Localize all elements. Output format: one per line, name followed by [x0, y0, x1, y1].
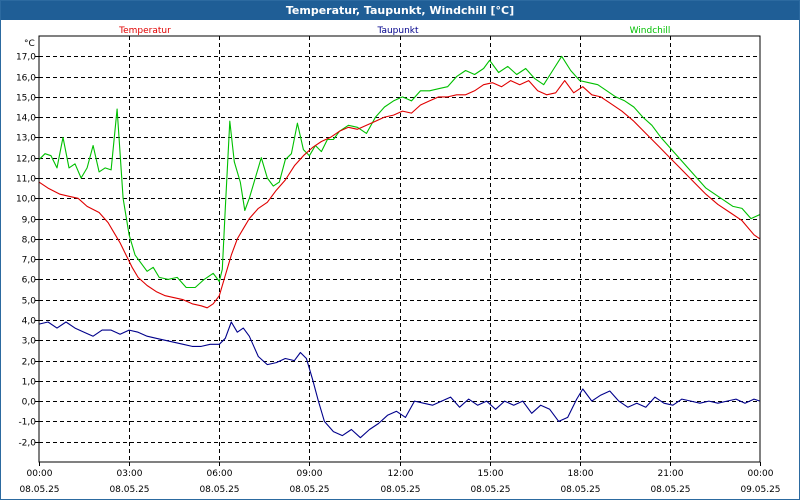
chart-title: Temperatur, Taupunkt, Windchill [°C]: [1, 1, 799, 20]
legend-taupunkt: Taupunkt: [376, 26, 419, 36]
y-tick-label: 6,0: [22, 276, 37, 286]
y-tick-label: 5,0: [22, 297, 37, 307]
y-tick-label: 16,0: [16, 74, 36, 84]
y-tick-label: 13,0: [16, 134, 36, 144]
y-tick-label: 7,0: [22, 256, 37, 266]
x-tick-time: 18:00: [568, 469, 594, 479]
x-tick-date: 08.05.25: [109, 485, 149, 495]
y-tick-label: 11,0: [16, 175, 36, 185]
y-axis-label: °C: [24, 39, 35, 49]
x-tick-date: 08.05.25: [289, 485, 329, 495]
y-tick-label: 8,0: [22, 236, 37, 246]
y-tick-label: 10,0: [16, 195, 36, 205]
y-tick-label: 3,0: [22, 337, 37, 347]
legend: Temperatur Taupunkt Windchill: [118, 26, 670, 36]
legend-windchill: Windchill: [630, 26, 671, 36]
x-tick-date: 08.05.25: [650, 485, 690, 495]
x-tick-time: 00:00: [748, 469, 774, 479]
y-tick-label: -2,0: [18, 439, 36, 449]
y-tick-label: 14,0: [16, 114, 36, 124]
y-tick-label: 9,0: [22, 216, 37, 226]
grid: [39, 36, 760, 462]
x-tick-date: 08.05.25: [470, 485, 510, 495]
legend-temperatur: Temperatur: [118, 26, 171, 36]
y-tick-label: 12,0: [16, 155, 36, 165]
series-line-windchill: [38, 55, 761, 289]
series-lines: [38, 55, 761, 439]
x-tick-date: 09.05.25: [740, 485, 780, 495]
x-tick-time: 15:00: [478, 469, 504, 479]
x-tick-date: 08.05.25: [199, 485, 239, 495]
series-line-temperatur: [38, 80, 761, 309]
series-line-taupunkt: [38, 321, 761, 439]
x-tick-time: 00:00: [27, 469, 53, 479]
x-tick-time: 03:00: [117, 469, 143, 479]
x-tick-time: 21:00: [658, 469, 684, 479]
x-tick-time: 06:00: [207, 469, 233, 479]
y-tick-label: 2,0: [22, 358, 37, 368]
x-tick-date: 08.05.25: [560, 485, 600, 495]
x-tick-time: 09:00: [297, 469, 323, 479]
x-tick-time: 12:00: [388, 469, 414, 479]
y-tick-label: 0,0: [22, 398, 37, 408]
plot-border: [38, 35, 761, 463]
y-tick-label: 4,0: [22, 317, 37, 327]
y-tick-label: 15,0: [16, 94, 36, 104]
y-tick-label: 1,0: [22, 378, 37, 388]
x-tick-date: 08.05.25: [19, 485, 59, 495]
y-tick-label: 17,0: [16, 53, 36, 63]
x-tick-date: 08.05.25: [380, 485, 420, 495]
y-tick-label: -1,0: [18, 418, 36, 428]
axes: -2,0 -1,0 0,0 1,0 2,0 3,0 4,0 5,0 6,0 7,0 8,0 9,0 10…: [16, 35, 781, 495]
